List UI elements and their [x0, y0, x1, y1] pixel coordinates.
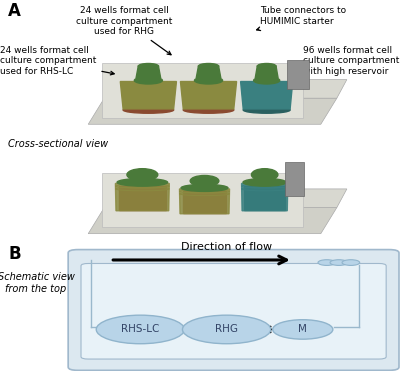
Polygon shape: [196, 66, 221, 78]
FancyBboxPatch shape: [68, 250, 399, 370]
Text: Tube connectors to
HUMIMIC starter: Tube connectors to HUMIMIC starter: [257, 6, 346, 30]
FancyBboxPatch shape: [287, 60, 309, 89]
Circle shape: [273, 320, 333, 339]
Circle shape: [96, 315, 184, 344]
Polygon shape: [104, 189, 347, 207]
Text: A: A: [8, 3, 21, 20]
FancyBboxPatch shape: [285, 161, 304, 196]
Text: RHG: RHG: [215, 325, 238, 334]
FancyBboxPatch shape: [102, 63, 303, 118]
Text: Direction of flow: Direction of flow: [181, 243, 272, 252]
Ellipse shape: [138, 63, 158, 69]
FancyBboxPatch shape: [72, 144, 361, 239]
Ellipse shape: [251, 169, 278, 181]
Ellipse shape: [183, 107, 234, 113]
Circle shape: [342, 260, 360, 265]
Ellipse shape: [127, 169, 158, 181]
Ellipse shape: [198, 63, 219, 69]
FancyBboxPatch shape: [81, 263, 386, 359]
Polygon shape: [245, 186, 285, 210]
Polygon shape: [120, 82, 176, 109]
Polygon shape: [88, 207, 337, 234]
Ellipse shape: [117, 178, 168, 186]
Text: M: M: [298, 325, 307, 334]
Text: Schematic view
from the top: Schematic view from the top: [0, 272, 75, 293]
Polygon shape: [241, 183, 288, 211]
Circle shape: [182, 315, 271, 344]
Circle shape: [330, 260, 348, 265]
Polygon shape: [180, 189, 229, 214]
Text: RHS-LC: RHS-LC: [121, 325, 160, 334]
FancyBboxPatch shape: [102, 173, 303, 227]
Ellipse shape: [123, 107, 174, 113]
Ellipse shape: [181, 184, 228, 191]
Polygon shape: [182, 191, 227, 213]
Polygon shape: [180, 82, 237, 109]
Ellipse shape: [243, 107, 290, 113]
Polygon shape: [119, 186, 166, 210]
Text: B: B: [8, 245, 20, 263]
Ellipse shape: [257, 63, 276, 69]
Text: Cross-sectional view: Cross-sectional view: [8, 139, 108, 149]
Polygon shape: [104, 79, 347, 98]
Polygon shape: [88, 98, 337, 124]
Polygon shape: [255, 66, 278, 78]
FancyBboxPatch shape: [72, 30, 361, 129]
Circle shape: [318, 260, 336, 265]
Polygon shape: [241, 82, 293, 109]
Text: 24 wells format cell
culture compartment
used for RHS-LC: 24 wells format cell culture compartment…: [0, 46, 114, 76]
Ellipse shape: [190, 175, 219, 186]
Ellipse shape: [194, 77, 223, 84]
Ellipse shape: [134, 77, 162, 84]
Polygon shape: [136, 66, 161, 78]
Text: 96 wells format cell
culture compartment
with high reservoir: 96 wells format cell culture compartment…: [297, 46, 399, 76]
Ellipse shape: [254, 77, 280, 84]
Ellipse shape: [243, 178, 286, 186]
Polygon shape: [115, 183, 169, 211]
Text: 24 wells format cell
culture compartment
used for RHG: 24 wells format cell culture compartment…: [76, 6, 172, 55]
